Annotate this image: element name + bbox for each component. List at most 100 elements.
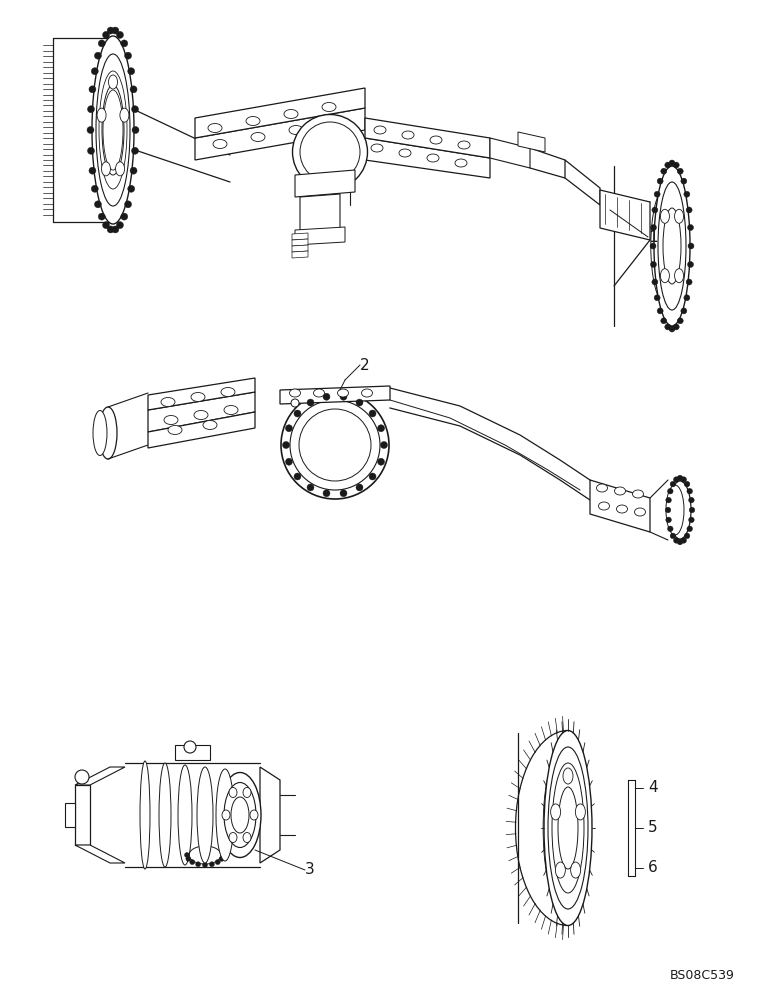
Circle shape [107, 226, 114, 233]
Ellipse shape [669, 481, 691, 539]
Ellipse shape [140, 761, 150, 869]
Polygon shape [292, 245, 308, 252]
Circle shape [294, 410, 301, 417]
Circle shape [107, 27, 114, 34]
Circle shape [677, 475, 682, 481]
Text: 4: 4 [648, 780, 657, 796]
Circle shape [130, 167, 137, 174]
Ellipse shape [616, 505, 628, 513]
Polygon shape [300, 194, 340, 233]
Polygon shape [75, 785, 90, 845]
Circle shape [103, 31, 109, 38]
Circle shape [669, 160, 675, 166]
Ellipse shape [635, 508, 645, 516]
Polygon shape [565, 160, 600, 205]
Ellipse shape [291, 399, 299, 407]
Circle shape [688, 261, 694, 267]
Ellipse shape [96, 54, 130, 206]
Ellipse shape [109, 75, 118, 89]
Circle shape [369, 410, 376, 417]
Ellipse shape [660, 209, 670, 223]
Ellipse shape [458, 141, 470, 149]
Circle shape [681, 477, 686, 482]
Circle shape [681, 178, 687, 184]
Polygon shape [148, 412, 255, 448]
Circle shape [657, 308, 663, 314]
Circle shape [652, 207, 658, 213]
Circle shape [356, 399, 363, 406]
Circle shape [673, 538, 679, 543]
Circle shape [670, 481, 676, 487]
Circle shape [689, 507, 695, 513]
Circle shape [128, 185, 135, 192]
Polygon shape [195, 108, 365, 160]
Ellipse shape [313, 389, 325, 397]
Ellipse shape [427, 154, 439, 162]
Circle shape [665, 162, 671, 168]
Circle shape [670, 533, 676, 539]
Circle shape [684, 533, 690, 539]
Circle shape [652, 279, 658, 285]
Circle shape [654, 191, 660, 197]
Ellipse shape [224, 406, 238, 414]
Ellipse shape [178, 765, 192, 865]
Circle shape [125, 52, 131, 59]
Circle shape [215, 860, 220, 865]
Circle shape [112, 27, 119, 34]
Ellipse shape [544, 730, 592, 926]
Circle shape [673, 162, 679, 168]
Ellipse shape [666, 485, 684, 535]
Ellipse shape [337, 389, 349, 397]
Ellipse shape [654, 166, 690, 326]
Polygon shape [295, 227, 345, 245]
Ellipse shape [455, 159, 467, 167]
Ellipse shape [243, 787, 251, 797]
Ellipse shape [563, 768, 573, 784]
Ellipse shape [229, 787, 237, 797]
Polygon shape [280, 386, 390, 404]
Ellipse shape [250, 810, 258, 820]
Circle shape [667, 526, 673, 532]
Ellipse shape [208, 123, 222, 132]
Circle shape [684, 295, 690, 301]
Circle shape [91, 185, 98, 192]
Polygon shape [75, 845, 125, 863]
Circle shape [91, 68, 98, 75]
Circle shape [684, 481, 690, 487]
Ellipse shape [224, 782, 256, 848]
Circle shape [112, 226, 119, 233]
Circle shape [660, 168, 667, 174]
Ellipse shape [371, 144, 383, 152]
Circle shape [89, 86, 96, 93]
Circle shape [681, 308, 687, 314]
Circle shape [681, 538, 686, 543]
Circle shape [657, 178, 663, 184]
Circle shape [87, 106, 94, 113]
Circle shape [219, 856, 224, 861]
Circle shape [654, 295, 660, 301]
Ellipse shape [399, 149, 411, 157]
Ellipse shape [374, 126, 386, 134]
Ellipse shape [663, 208, 681, 284]
Polygon shape [590, 480, 650, 532]
Circle shape [87, 147, 94, 154]
Ellipse shape [168, 426, 182, 434]
Ellipse shape [164, 416, 178, 424]
Circle shape [323, 490, 330, 497]
Circle shape [195, 862, 201, 867]
Circle shape [94, 201, 101, 208]
Ellipse shape [203, 420, 217, 430]
Circle shape [660, 318, 667, 324]
Circle shape [650, 243, 656, 249]
Ellipse shape [99, 407, 117, 459]
Ellipse shape [243, 833, 251, 843]
Circle shape [687, 526, 692, 532]
Text: 1: 1 [648, 230, 657, 244]
Ellipse shape [213, 139, 227, 148]
Ellipse shape [597, 484, 607, 492]
Circle shape [121, 40, 128, 47]
Ellipse shape [362, 389, 372, 397]
Polygon shape [292, 233, 308, 240]
Circle shape [128, 68, 135, 75]
Circle shape [121, 213, 128, 220]
